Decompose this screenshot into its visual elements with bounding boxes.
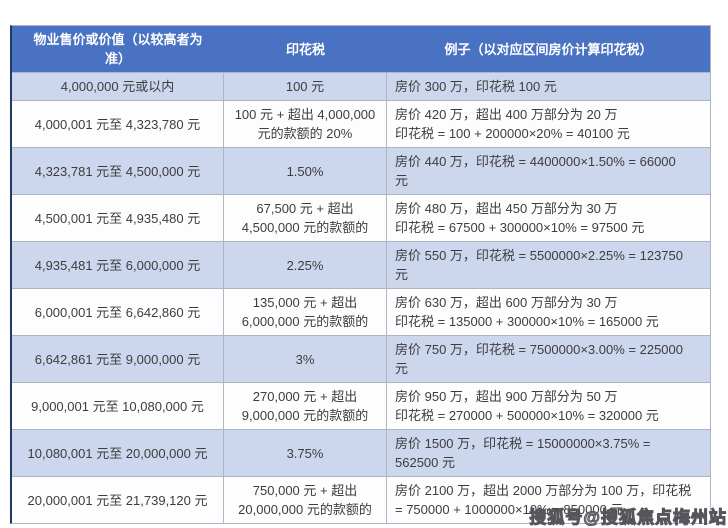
stamp-duty-text: 100 元 + 超出 4,000,000 元的款额的 20%	[234, 107, 376, 141]
stamp-duty-table: 物业售价或价值（以较高者为 准） 印花税 例子（以对应区间房价计算印花税） 4,…	[10, 25, 711, 524]
example-text: 房价 950 万，超出 900 万部分为 50 万 印花税 = 270000 +…	[395, 389, 659, 423]
price-range-text: 4,935,481 元至 6,000,000 元	[34, 257, 201, 273]
example-text: 房价 2100 万，超出 2000 万部分为 100 万，印花税 = 75000…	[395, 483, 692, 517]
example-text: 房价 630 万，超出 600 万部分为 30 万 印花税 = 135000 +…	[395, 295, 659, 329]
stamp-duty-cell: 2.25%	[224, 242, 387, 288]
price-range-cell: 20,000,001 元至 21,739,120 元	[12, 477, 224, 523]
example-cell: 房价 950 万，超出 900 万部分为 50 万 印花税 = 270000 +…	[387, 383, 710, 429]
price-range-text: 4,500,001 元至 4,935,480 元	[34, 210, 201, 226]
column-header-stamp-duty-label: 印花税	[285, 41, 325, 57]
price-range-cell: 6,000,001 元至 6,642,860 元	[12, 289, 224, 335]
column-header-example-label: 例子（以对应区间房价计算印花税）	[444, 41, 653, 57]
price-range-text: 9,000,001 元至 10,080,000 元	[31, 398, 204, 414]
example-cell: 房价 300 万，印花税 100 元	[387, 73, 710, 100]
price-range-text: 6,642,861 元至 9,000,000 元	[34, 351, 201, 367]
table-row: 4,323,781 元至 4,500,000 元 1.50% 房价 440 万，…	[12, 147, 710, 194]
example-cell: 房价 440 万，印花税 = 4400000×1.50% = 66000 元	[387, 148, 710, 194]
price-range-text: 4,000,000 元或以内	[60, 79, 175, 94]
price-range-cell: 4,323,781 元至 4,500,000 元	[12, 148, 224, 194]
price-range-cell: 10,080,001 元至 20,000,000 元	[12, 430, 224, 476]
stamp-duty-text: 135,000 元 + 超出 6,000,000 元的款额的	[241, 295, 369, 329]
column-header-price-range: 物业售价或价值（以较高者为 准）	[12, 26, 224, 72]
stamp-duty-cell: 100 元	[224, 73, 387, 100]
price-range-cell: 4,935,481 元至 6,000,000 元	[12, 242, 224, 288]
price-range-text: 4,000,001 元至 4,323,780 元	[34, 116, 201, 132]
stamp-duty-cell: 3%	[224, 336, 387, 382]
example-text: 房价 480 万，超出 450 万部分为 30 万 印花税 = 67500 + …	[395, 201, 645, 235]
example-text: 房价 420 万，超出 400 万部分为 20 万 印花税 = 100 + 20…	[395, 107, 630, 141]
stamp-duty-text: 100 元	[285, 79, 325, 94]
table-row: 4,500,001 元至 4,935,480 元 67,500 元 + 超出 4…	[12, 194, 710, 241]
stamp-duty-cell: 270,000 元 + 超出 9,000,000 元的款额的	[224, 383, 387, 429]
example-text: 房价 300 万，印花税 100 元	[395, 79, 557, 94]
price-range-cell: 6,642,861 元至 9,000,000 元	[12, 336, 224, 382]
stamp-duty-text: 3%	[295, 351, 315, 367]
column-header-example: 例子（以对应区间房价计算印花税）	[387, 26, 710, 72]
table-row: 10,080,001 元至 20,000,000 元 3.75% 房价 1500…	[12, 429, 710, 476]
example-text: 房价 1500 万，印花税 = 15000000×3.75% = 562500 …	[395, 436, 651, 470]
column-header-stamp-duty: 印花税	[224, 26, 387, 72]
example-text: 房价 750 万，印花税 = 7500000×3.00% = 225000 元	[395, 342, 683, 376]
table-row: 4,000,001 元至 4,323,780 元 100 元 + 超出 4,00…	[12, 100, 710, 147]
stamp-duty-text: 3.75%	[286, 445, 324, 461]
stamp-duty-text: 1.50%	[286, 163, 324, 179]
column-header-price-range-label: 物业售价或价值（以较高者为 准）	[33, 32, 203, 66]
stamp-duty-cell: 750,000 元 + 超出 20,000,000 元的款额的	[224, 477, 387, 523]
stamp-duty-cell: 67,500 元 + 超出 4,500,000 元的款额的	[224, 195, 387, 241]
stamp-duty-text: 2.25%	[286, 257, 324, 273]
example-cell: 房价 480 万，超出 450 万部分为 30 万 印花税 = 67500 + …	[387, 195, 710, 241]
price-range-cell: 4,000,001 元至 4,323,780 元	[12, 101, 224, 147]
example-cell: 房价 750 万，印花税 = 7500000×3.00% = 225000 元	[387, 336, 710, 382]
example-cell: 房价 420 万，超出 400 万部分为 20 万 印花税 = 100 + 20…	[387, 101, 710, 147]
price-range-text: 6,000,001 元至 6,642,860 元	[34, 304, 201, 320]
table-row: 4,000,000 元或以内 100 元 房价 300 万，印花税 100 元	[12, 72, 710, 100]
stamp-duty-text: 270,000 元 + 超出 9,000,000 元的款额的	[241, 389, 369, 423]
example-cell: 房价 550 万，印花税 = 5500000×2.25% = 123750 元	[387, 242, 710, 288]
table-body: 4,000,000 元或以内 100 元 房价 300 万，印花税 100 元 …	[12, 72, 710, 523]
example-cell: 房价 630 万，超出 600 万部分为 30 万 印花税 = 135000 +…	[387, 289, 710, 335]
price-range-cell: 4,000,000 元或以内	[12, 73, 224, 100]
price-range-cell: 9,000,001 元至 10,080,000 元	[12, 383, 224, 429]
stamp-duty-cell: 135,000 元 + 超出 6,000,000 元的款额的	[224, 289, 387, 335]
stamp-duty-cell: 100 元 + 超出 4,000,000 元的款额的 20%	[224, 101, 387, 147]
price-range-text: 4,323,781 元至 4,500,000 元	[34, 163, 201, 179]
table-header-row: 物业售价或价值（以较高者为 准） 印花税 例子（以对应区间房价计算印花税）	[12, 26, 710, 72]
table-row: 6,642,861 元至 9,000,000 元 3% 房价 750 万，印花税…	[12, 335, 710, 382]
table-row: 9,000,001 元至 10,080,000 元 270,000 元 + 超出…	[12, 382, 710, 429]
example-text: 房价 440 万，印花税 = 4400000×1.50% = 66000 元	[395, 154, 676, 188]
example-cell: 房价 1500 万，印花税 = 15000000×3.75% = 562500 …	[387, 430, 710, 476]
stamp-duty-text: 67,500 元 + 超出 4,500,000 元的款额的	[241, 201, 369, 235]
table-row: 4,935,481 元至 6,000,000 元 2.25% 房价 550 万，…	[12, 241, 710, 288]
price-range-text: 10,080,001 元至 20,000,000 元	[27, 445, 208, 461]
example-cell: 房价 2100 万，超出 2000 万部分为 100 万，印花税 = 75000…	[387, 477, 710, 523]
stamp-duty-cell: 1.50%	[224, 148, 387, 194]
price-range-cell: 4,500,001 元至 4,935,480 元	[12, 195, 224, 241]
stamp-duty-text: 750,000 元 + 超出 20,000,000 元的款额的	[238, 483, 372, 517]
table-row: 6,000,001 元至 6,642,860 元 135,000 元 + 超出 …	[12, 288, 710, 335]
price-range-text: 20,000,001 元至 21,739,120 元	[27, 492, 208, 508]
stamp-duty-cell: 3.75%	[224, 430, 387, 476]
table-row: 20,000,001 元至 21,739,120 元 750,000 元 + 超…	[12, 476, 710, 523]
example-text: 房价 550 万，印花税 = 5500000×2.25% = 123750 元	[395, 248, 683, 282]
